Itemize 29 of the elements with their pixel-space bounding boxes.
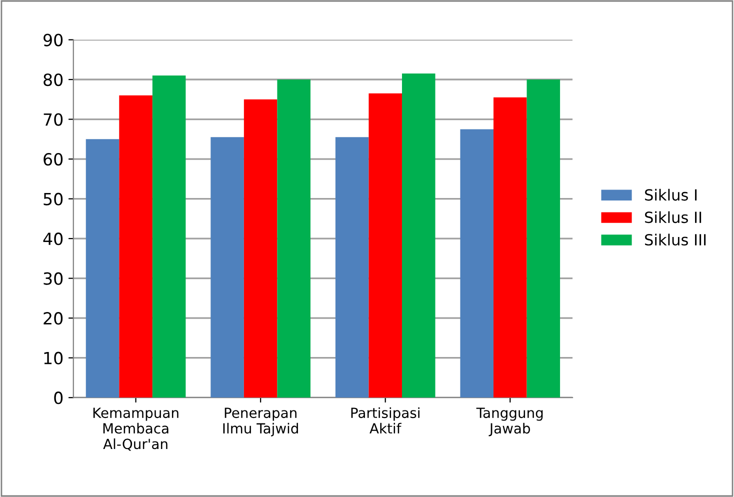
- y-tick-label: 30: [44, 272, 63, 285]
- bar: [402, 74, 436, 398]
- y-tick-label: 80: [44, 73, 63, 86]
- bar: [210, 137, 244, 398]
- bar: [152, 76, 186, 398]
- y-tick-label: 10: [44, 352, 63, 364]
- bar: [119, 95, 152, 398]
- legend-label: Siklus II: [645, 211, 702, 224]
- legend-label: Siklus I: [645, 188, 697, 201]
- bar: [335, 137, 369, 398]
- legend-label: Siklus III: [645, 234, 706, 246]
- x-tick-label: Penerapan Ilmu Tajwid: [223, 408, 298, 436]
- y-tick-label: 50: [44, 192, 63, 206]
- y-tick-label: 60: [44, 153, 63, 166]
- bar: [244, 99, 278, 398]
- bar: [526, 80, 560, 398]
- bar: [277, 80, 310, 398]
- x-tick-label: Partisipasi Aktif: [351, 407, 420, 434]
- y-tick-label: 70: [44, 113, 63, 126]
- bar: [493, 97, 527, 398]
- y-tick-label: 0: [54, 392, 63, 404]
- x-tick-label: Kemampuan Membaca Al-Qur'an: [93, 408, 178, 451]
- bar: [86, 139, 120, 398]
- y-tick-label: 90: [44, 34, 63, 46]
- x-tick-label: Tanggung Jawab: [476, 408, 543, 436]
- y-tick-label: 40: [43, 232, 63, 246]
- bar: [368, 93, 402, 398]
- y-tick-label: 20: [44, 312, 63, 325]
- bar: [460, 129, 494, 398]
